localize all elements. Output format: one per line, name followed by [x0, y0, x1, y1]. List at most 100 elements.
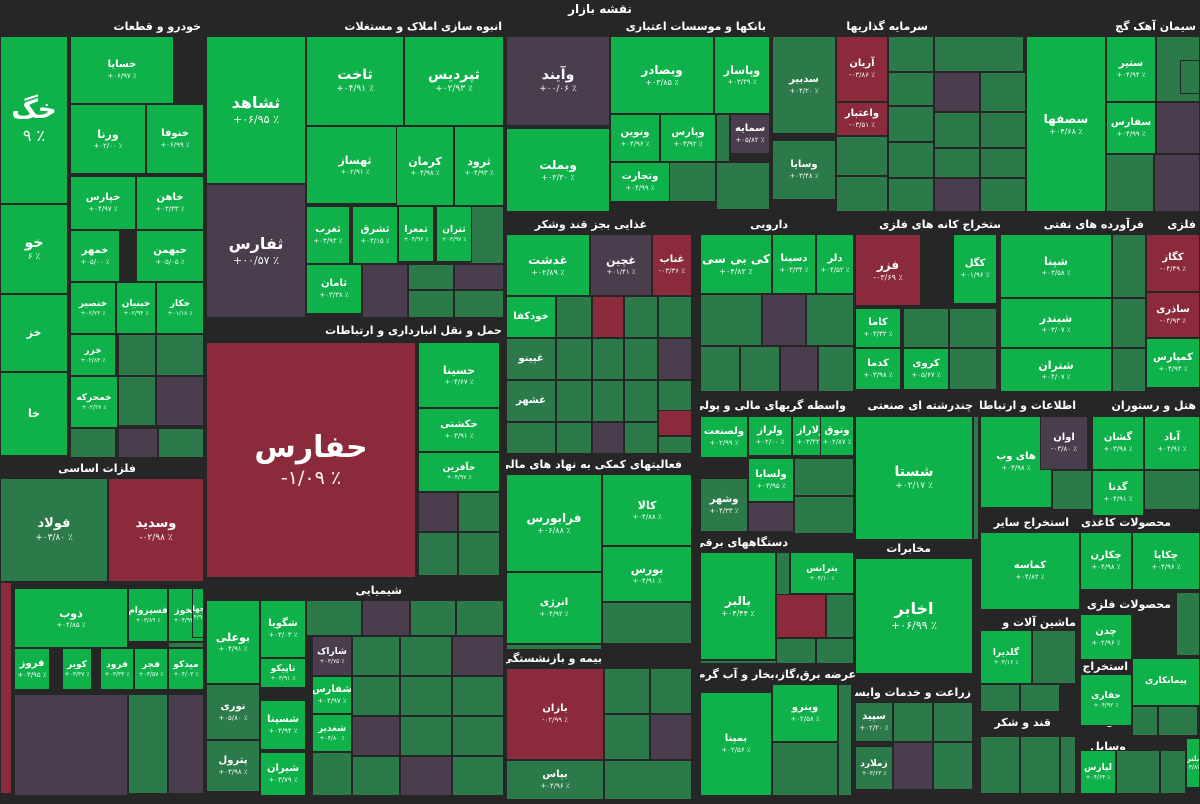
treemap-tile-unlabeled[interactable] — [1176, 592, 1200, 656]
treemap-tile[interactable]: ثفارس ٪ ۰۰/۵۷+ — [206, 184, 306, 318]
treemap-tile-unlabeled[interactable] — [604, 714, 650, 760]
treemap-tile[interactable]: ثتران ٪ ۰۳/۹۷+ — [436, 206, 472, 262]
treemap-tile[interactable]: فرابورس ٪ ۰۶/۸۸+ — [506, 474, 602, 572]
treemap-tile[interactable]: ذوب ٪ ۰۴/۸۵+ — [14, 588, 128, 648]
treemap-tile-unlabeled[interactable] — [352, 636, 400, 676]
treemap-tile-unlabeled[interactable] — [454, 264, 504, 290]
treemap-tile[interactable]: بلتر٪ ۰۳/۸۷+ — [1186, 738, 1200, 788]
treemap-tile-unlabeled[interactable] — [658, 338, 692, 380]
treemap-tile-unlabeled[interactable] — [949, 348, 997, 390]
treemap-tile-unlabeled[interactable] — [1158, 706, 1198, 736]
treemap-tile-unlabeled[interactable] — [556, 296, 592, 338]
treemap-tile[interactable]: آریان ٪ ۰۳/۸۶- — [836, 36, 888, 102]
treemap-tile-unlabeled[interactable] — [780, 346, 818, 392]
treemap-tile[interactable]: میدکو ٪ ۰۴/۰۳+ — [168, 648, 204, 690]
treemap-tile-unlabeled[interactable] — [556, 422, 592, 454]
treemap-tile[interactable]: آباد ٪ ۰۴/۹۱+ — [1144, 416, 1200, 470]
treemap-tile-unlabeled[interactable] — [418, 532, 458, 576]
treemap-tile-unlabeled[interactable] — [156, 376, 204, 426]
treemap-tile[interactable]: خبهمن ٪ ۰۵/۰۵+ — [136, 230, 204, 282]
treemap-tile-unlabeled[interactable] — [903, 308, 949, 348]
treemap-tile[interactable]: حفاری ٪ ۰۴/۹۲+ — [1080, 674, 1132, 726]
treemap-tile-unlabeled[interactable] — [592, 380, 624, 422]
treemap-tile[interactable]: ثرود ٪ ۰۴/۹۳+ — [454, 126, 504, 206]
treemap-tile-unlabeled[interactable] — [1112, 348, 1146, 392]
treemap-tile[interactable]: ولراز ٪ ۰۲/۰۰+ — [748, 416, 792, 456]
treemap-tile-unlabeled[interactable] — [658, 296, 692, 338]
treemap-tile-unlabeled[interactable] — [14, 694, 128, 796]
treemap-tile[interactable]: سصفها ٪ ۰۴/۶۸+ — [1026, 36, 1106, 212]
treemap-tile-unlabeled[interactable] — [454, 290, 504, 318]
treemap-tile[interactable]: بترانس ٪ ۰۴/۱۰+ — [790, 552, 854, 594]
treemap-tile[interactable]: وپارس ٪ ۰۳/۹۲+ — [660, 114, 716, 162]
treemap-tile-unlabeled[interactable] — [838, 684, 852, 796]
treemap-tile-unlabeled[interactable] — [506, 644, 602, 650]
treemap-tile[interactable]: فسپزوام ٪ ۰۳/۸۹+ — [128, 588, 168, 642]
treemap-tile[interactable]: خو ٪ ۶ — [0, 204, 68, 294]
treemap-tile-unlabeled[interactable] — [650, 668, 692, 714]
treemap-tile-unlabeled[interactable] — [604, 760, 692, 800]
treemap-tile-unlabeled[interactable] — [776, 594, 826, 638]
treemap-tile-unlabeled[interactable] — [1032, 630, 1076, 684]
treemap-tile[interactable]: کدما ٪ ۰۳/۹۸+ — [855, 348, 901, 390]
treemap-tile[interactable]: لپارس ٪ ۰۴/۶۴+ — [1080, 750, 1116, 794]
treemap-tile-unlabeled[interactable] — [980, 178, 1026, 212]
treemap-tile[interactable]: بورس ٪ ۰۴/۹۱+ — [602, 546, 692, 602]
treemap-tile[interactable]: ثغرب ٪ ۰۳/۹۳+ — [306, 206, 350, 264]
treemap-tile-unlabeled[interactable] — [934, 36, 1024, 72]
treemap-tile-unlabeled[interactable] — [624, 380, 658, 422]
treemap-tile-unlabeled[interactable] — [1106, 154, 1154, 212]
treemap-tile[interactable]: ولسابا ٪ ۰۳/۹۵+ — [748, 458, 794, 502]
treemap-tile[interactable]: فرود ٪ ۰۳/۳۳+ — [100, 648, 134, 690]
treemap-tile-unlabeled[interactable] — [168, 642, 204, 648]
treemap-tile-unlabeled[interactable] — [592, 296, 624, 338]
treemap-tile[interactable]: پیمانکاری — [1132, 658, 1200, 706]
treemap-tile[interactable]: شپنا ٪ ۰۳/۵۸+ — [1000, 234, 1112, 298]
treemap-tile-unlabeled[interactable] — [1180, 60, 1200, 94]
treemap-tile[interactable]: وشهر ٪ ۰۴/۳۳+ — [700, 478, 748, 532]
treemap-tile[interactable]: وآیند ٪ ۰۰/۰۶+ — [506, 36, 610, 126]
treemap-tile-unlabeled[interactable] — [700, 346, 740, 392]
treemap-tile[interactable]: کالا ٪ ۰۴/۸۸+ — [602, 474, 692, 546]
treemap-tile-unlabeled[interactable] — [556, 338, 592, 380]
treemap-tile-unlabeled[interactable] — [1112, 298, 1146, 348]
treemap-tile-unlabeled[interactable] — [934, 72, 980, 112]
treemap-tile[interactable]: شیران ٪ ۰۳/۷۹+ — [260, 752, 306, 796]
treemap-tile[interactable]: غچین ٪ ۰۱/۴۱+ — [590, 234, 652, 296]
treemap-tile[interactable]: خمهر ٪ ۰۵/۰۰+ — [70, 230, 120, 282]
treemap-tile[interactable]: خزر ٪ ۰۲/۸۴+ — [70, 334, 116, 376]
treemap-tile-unlabeled[interactable] — [592, 338, 624, 380]
treemap-tile-unlabeled[interactable] — [888, 36, 934, 72]
treemap-tile-unlabeled[interactable] — [458, 532, 500, 576]
treemap-tile[interactable]: فجهان٪ ۰۴/۹۰+ — [192, 588, 204, 638]
treemap-tile-unlabeled[interactable] — [400, 716, 452, 756]
treemap-tile-unlabeled[interactable] — [934, 112, 980, 148]
treemap-tile-unlabeled[interactable] — [70, 428, 116, 458]
treemap-tile-unlabeled[interactable] — [458, 492, 500, 532]
treemap-tile[interactable]: وسایا ٪ ۰۳/۴۸+ — [772, 140, 836, 200]
treemap-tile[interactable]: سفارس ٪ ۰۴/۹۹+ — [1106, 102, 1156, 154]
treemap-tile[interactable]: غپینو — [506, 338, 556, 380]
treemap-tile[interactable]: ثشاهد ٪ ۰۶/۹۵+ — [206, 36, 306, 184]
treemap-tile-unlabeled[interactable] — [888, 142, 934, 178]
treemap-tile[interactable]: ساذری ٪ ۰۴/۹۳- — [1146, 292, 1200, 338]
treemap-tile-unlabeled[interactable] — [973, 416, 979, 540]
treemap-tile[interactable]: واعتبار ٪ ۰۳/۵۱- — [836, 102, 888, 136]
treemap-tile[interactable]: خمحرکه ٪ ۰۲/۲۷+ — [70, 376, 118, 428]
treemap-tile-unlabeled[interactable] — [949, 308, 997, 348]
treemap-tile-unlabeled[interactable] — [452, 636, 504, 676]
treemap-tile[interactable]: غشهر — [506, 380, 556, 422]
treemap-tile-unlabeled[interactable] — [980, 684, 1020, 712]
treemap-tile-unlabeled[interactable] — [602, 602, 692, 644]
treemap-tile-unlabeled[interactable] — [716, 162, 770, 210]
treemap-tile-unlabeled[interactable] — [794, 458, 854, 496]
treemap-tile-unlabeled[interactable] — [816, 638, 854, 664]
treemap-tile[interactable]: خودکفا — [506, 296, 556, 338]
treemap-tile[interactable]: ثاخت ٪ ۰۴/۹۱+ — [306, 36, 404, 126]
treemap-tile[interactable]: وبصادر ٪ ۰۳/۸۵+ — [610, 36, 714, 114]
treemap-tile[interactable]: کگاز ٪ ۰۴/۴۹- — [1146, 234, 1200, 292]
treemap-tile[interactable]: فولاد ٪ ۰۳/۸۰+ — [0, 478, 108, 582]
treemap-tile[interactable]: بمپنا ٪ ۰۲/۵۶+ — [700, 692, 772, 796]
treemap-tile-unlabeled[interactable] — [1020, 736, 1060, 794]
treemap-tile[interactable]: کرمان ٪ ۰۴/۹۸+ — [396, 126, 454, 206]
